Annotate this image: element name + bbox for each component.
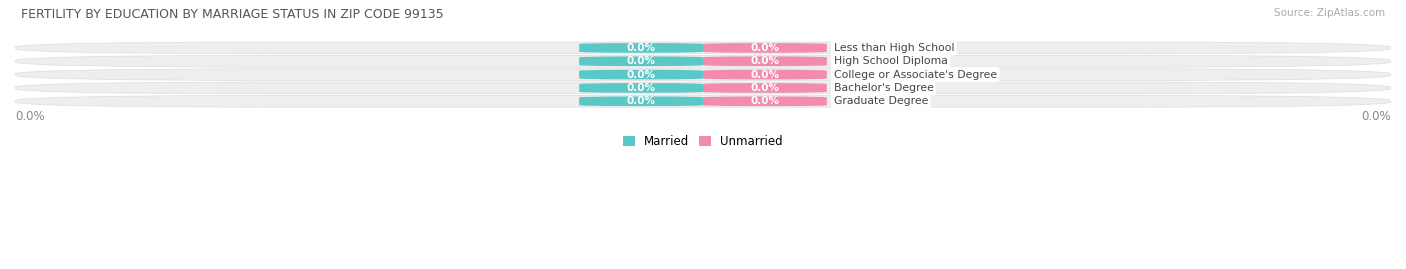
Text: 0.0%: 0.0% <box>15 110 45 123</box>
FancyBboxPatch shape <box>15 82 1391 94</box>
FancyBboxPatch shape <box>15 69 1391 80</box>
Text: High School Diploma: High School Diploma <box>834 56 948 66</box>
Text: College or Associate's Degree: College or Associate's Degree <box>834 70 997 80</box>
FancyBboxPatch shape <box>703 70 827 79</box>
FancyBboxPatch shape <box>15 55 1391 67</box>
FancyBboxPatch shape <box>579 83 703 93</box>
Text: 0.0%: 0.0% <box>627 96 655 106</box>
Text: 0.0%: 0.0% <box>627 43 655 53</box>
FancyBboxPatch shape <box>703 83 827 93</box>
FancyBboxPatch shape <box>703 97 827 106</box>
Text: Less than High School: Less than High School <box>834 43 955 53</box>
Text: 0.0%: 0.0% <box>627 83 655 93</box>
Text: 0.0%: 0.0% <box>627 56 655 66</box>
Text: 0.0%: 0.0% <box>751 43 779 53</box>
FancyBboxPatch shape <box>579 43 703 53</box>
FancyBboxPatch shape <box>579 56 703 66</box>
FancyBboxPatch shape <box>703 56 827 66</box>
Legend: Married, Unmarried: Married, Unmarried <box>623 135 783 148</box>
Text: 0.0%: 0.0% <box>1361 110 1391 123</box>
Text: Graduate Degree: Graduate Degree <box>834 96 928 106</box>
Text: 0.0%: 0.0% <box>751 70 779 80</box>
FancyBboxPatch shape <box>15 42 1391 54</box>
Text: 0.0%: 0.0% <box>751 56 779 66</box>
Text: Bachelor's Degree: Bachelor's Degree <box>834 83 934 93</box>
FancyBboxPatch shape <box>579 70 703 79</box>
Text: 0.0%: 0.0% <box>751 96 779 106</box>
FancyBboxPatch shape <box>703 43 827 53</box>
Text: 0.0%: 0.0% <box>627 70 655 80</box>
Text: Source: ZipAtlas.com: Source: ZipAtlas.com <box>1274 8 1385 18</box>
Text: FERTILITY BY EDUCATION BY MARRIAGE STATUS IN ZIP CODE 99135: FERTILITY BY EDUCATION BY MARRIAGE STATU… <box>21 8 444 21</box>
FancyBboxPatch shape <box>579 97 703 106</box>
FancyBboxPatch shape <box>15 95 1391 107</box>
Text: 0.0%: 0.0% <box>751 83 779 93</box>
